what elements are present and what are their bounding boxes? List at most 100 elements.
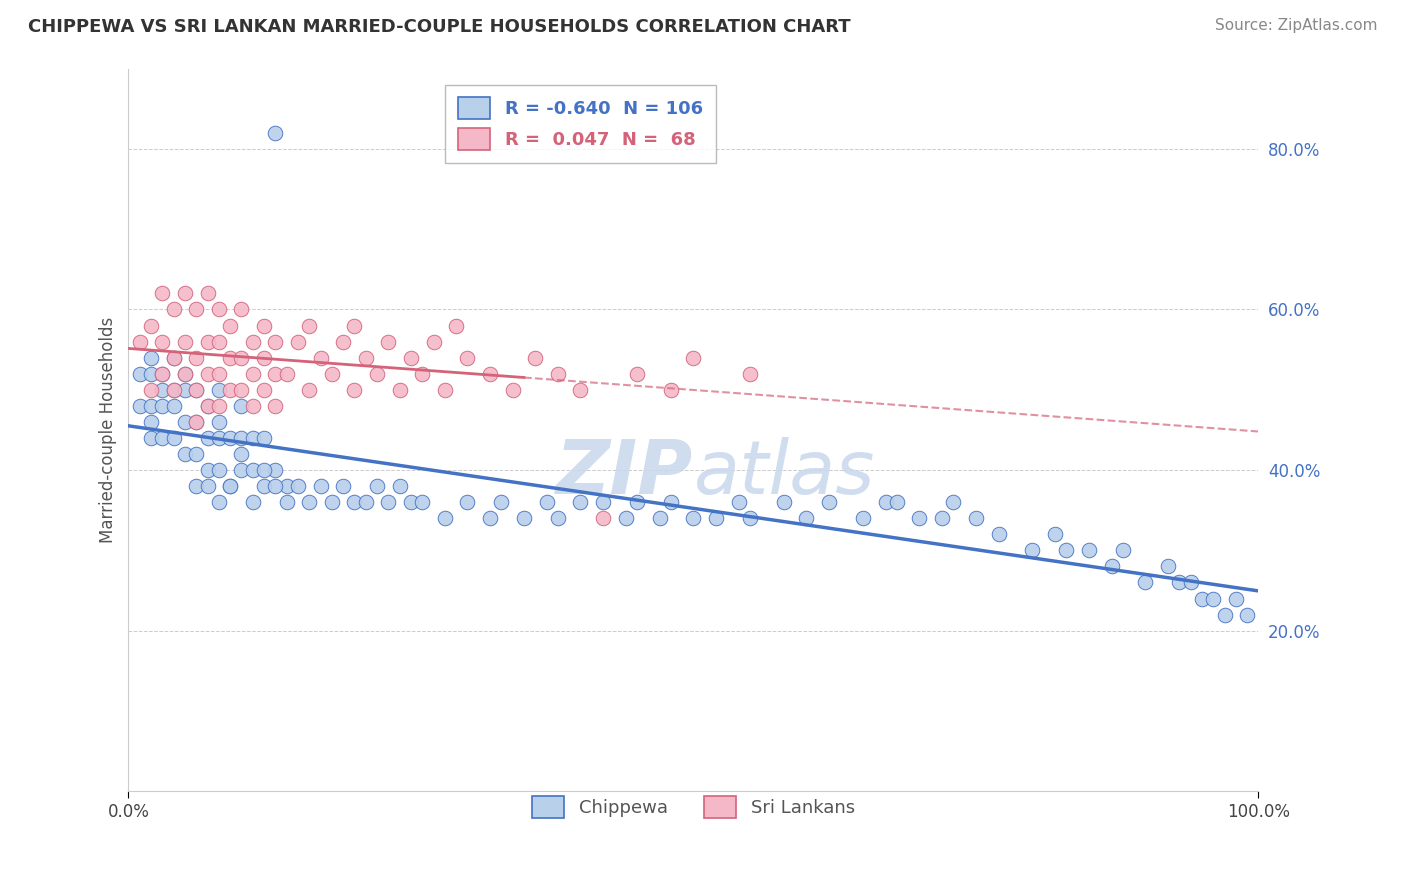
Point xyxy=(524,351,547,365)
Y-axis label: Married-couple Households: Married-couple Households xyxy=(100,317,117,543)
Point xyxy=(231,351,253,365)
Point xyxy=(399,495,422,509)
Point xyxy=(231,399,253,413)
Point xyxy=(208,302,231,317)
Point xyxy=(1213,607,1236,622)
Point xyxy=(264,399,287,413)
Point xyxy=(264,463,287,477)
Point xyxy=(1043,527,1066,541)
Point xyxy=(174,286,197,301)
Point xyxy=(1054,543,1077,558)
Point xyxy=(411,367,433,381)
Point xyxy=(253,351,276,365)
Point xyxy=(197,286,219,301)
Point xyxy=(479,511,502,525)
Point xyxy=(343,383,366,397)
Point xyxy=(253,318,276,333)
Point xyxy=(965,511,987,525)
Point xyxy=(242,367,264,381)
Point xyxy=(186,383,208,397)
Point xyxy=(253,463,276,477)
Point xyxy=(197,431,219,445)
Point xyxy=(479,367,502,381)
Point xyxy=(1112,543,1135,558)
Point xyxy=(908,511,931,525)
Point xyxy=(287,479,309,493)
Point xyxy=(287,334,309,349)
Point xyxy=(219,383,242,397)
Point xyxy=(852,511,875,525)
Point xyxy=(931,511,953,525)
Point xyxy=(208,415,231,429)
Point xyxy=(150,367,173,381)
Point xyxy=(886,495,908,509)
Point xyxy=(569,383,592,397)
Legend: Chippewa, Sri Lankans: Chippewa, Sri Lankans xyxy=(524,789,862,826)
Point xyxy=(208,495,231,509)
Point xyxy=(773,495,796,509)
Point xyxy=(139,367,162,381)
Point xyxy=(332,479,354,493)
Point xyxy=(163,302,186,317)
Point xyxy=(343,495,366,509)
Point xyxy=(128,334,150,349)
Point xyxy=(208,463,231,477)
Point xyxy=(186,383,208,397)
Point xyxy=(614,511,637,525)
Point xyxy=(208,367,231,381)
Point xyxy=(1236,607,1258,622)
Point xyxy=(231,463,253,477)
Point xyxy=(139,351,162,365)
Point xyxy=(796,511,818,525)
Point xyxy=(626,495,648,509)
Point xyxy=(150,383,173,397)
Point xyxy=(444,318,467,333)
Point xyxy=(174,447,197,461)
Point xyxy=(139,383,162,397)
Point xyxy=(150,367,173,381)
Point xyxy=(139,431,162,445)
Point xyxy=(139,415,162,429)
Point xyxy=(197,399,219,413)
Point xyxy=(592,495,614,509)
Point xyxy=(242,399,264,413)
Point xyxy=(343,318,366,333)
Point xyxy=(163,431,186,445)
Point xyxy=(219,479,242,493)
Point xyxy=(569,495,592,509)
Point xyxy=(366,367,388,381)
Point xyxy=(433,511,456,525)
Point xyxy=(197,463,219,477)
Text: atlas: atlas xyxy=(693,437,875,509)
Point xyxy=(219,479,242,493)
Point xyxy=(197,399,219,413)
Point xyxy=(174,367,197,381)
Point xyxy=(298,495,321,509)
Point xyxy=(321,495,343,509)
Point xyxy=(1021,543,1043,558)
Point xyxy=(242,334,264,349)
Point xyxy=(682,351,704,365)
Point xyxy=(433,383,456,397)
Point xyxy=(150,334,173,349)
Point xyxy=(264,126,287,140)
Point xyxy=(253,431,276,445)
Point xyxy=(128,399,150,413)
Point xyxy=(150,431,173,445)
Point xyxy=(738,367,761,381)
Point xyxy=(139,399,162,413)
Point xyxy=(276,479,298,493)
Point xyxy=(219,351,242,365)
Point xyxy=(186,447,208,461)
Point xyxy=(264,334,287,349)
Point xyxy=(197,367,219,381)
Point xyxy=(366,479,388,493)
Point xyxy=(231,383,253,397)
Point xyxy=(163,399,186,413)
Point xyxy=(253,383,276,397)
Point xyxy=(264,367,287,381)
Point xyxy=(648,511,671,525)
Point xyxy=(186,302,208,317)
Point xyxy=(208,431,231,445)
Point xyxy=(231,431,253,445)
